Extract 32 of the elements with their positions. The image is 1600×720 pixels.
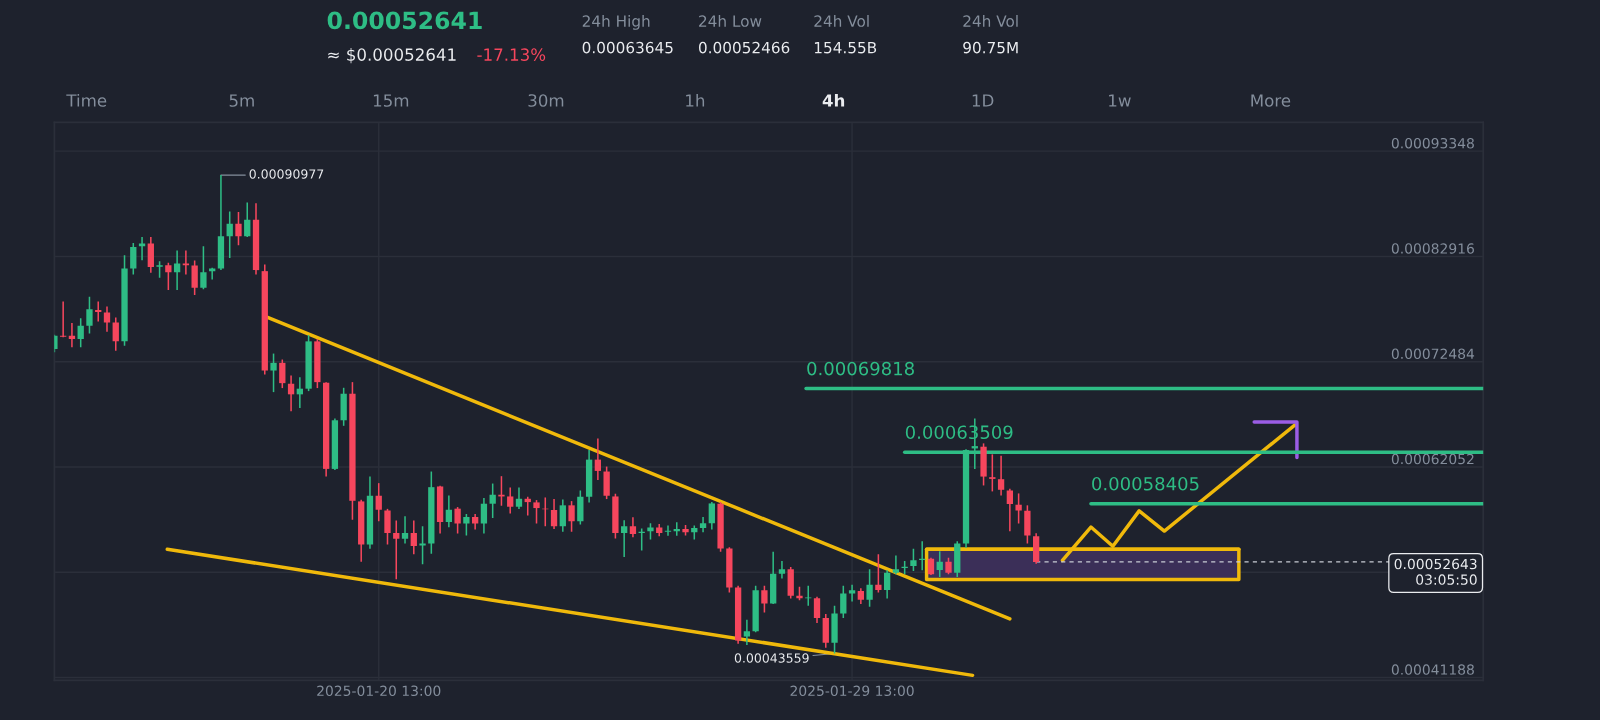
text: 15m	[373, 94, 409, 107]
y-tick-label: 0.00062052	[1391, 453, 1474, 465]
text: ≈ $0.00052641	[328, 48, 456, 64]
annotation: 0.00058405	[1092, 476, 1199, 491]
text: More	[1251, 94, 1291, 107]
text: 0.00052641	[327, 11, 482, 30]
y-tick-label: 0.00082916	[1391, 243, 1474, 254]
text: 0.00063645	[582, 41, 673, 54]
text: 30m	[528, 94, 564, 107]
y-tick-label: 0.00093348	[1391, 137, 1474, 149]
text: 90.75M	[963, 41, 1018, 54]
text: 1h	[686, 93, 705, 107]
text: Time	[66, 93, 107, 107]
text: 4h	[822, 93, 845, 107]
text: 0.00052466	[698, 41, 790, 54]
x-tick-label: 2025-01-20 13:00	[317, 685, 441, 697]
text: 154.55B	[814, 42, 877, 54]
annotation: 0.00043559	[734, 653, 809, 663]
annotation: 0.00052643 03:05:50	[1394, 558, 1477, 585]
text: 1D	[972, 94, 994, 107]
text: 5m	[229, 94, 254, 107]
text: 24h Low	[699, 15, 762, 27]
annotation: 0.00090977	[249, 169, 324, 179]
y-tick-label: 0.00041188	[1391, 664, 1474, 675]
text: -17.13%	[477, 48, 546, 61]
text: 24h Vol	[814, 15, 869, 27]
x-tick-label: 2025-01-29 13:00	[790, 685, 914, 697]
text: 24h Vol	[963, 15, 1018, 27]
text: 1w	[1109, 94, 1131, 107]
y-tick-label: 0.00072484	[1391, 348, 1475, 360]
annotation: 0.00069818	[807, 361, 914, 376]
text: 24h High	[582, 15, 650, 30]
